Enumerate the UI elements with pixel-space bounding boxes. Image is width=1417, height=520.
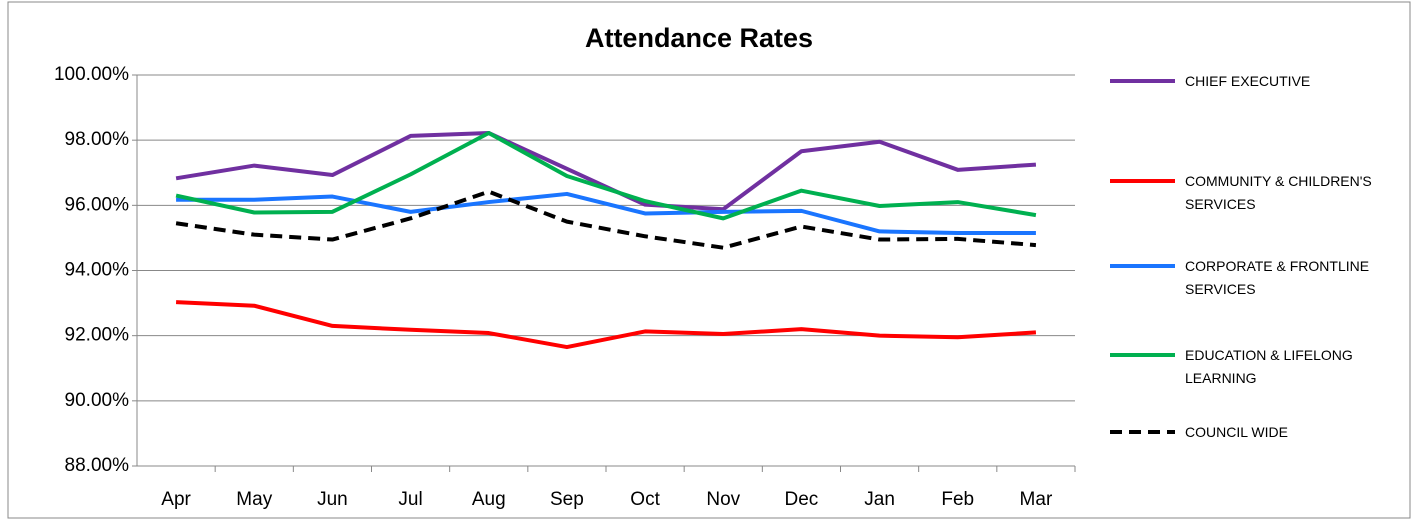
y-tick-label: 90.00% <box>65 390 130 411</box>
series-line <box>175 300 1037 350</box>
y-tick-label: 98.00% <box>65 129 130 150</box>
legend-label: CHIEF EXECUTIVE <box>1185 72 1311 89</box>
legend-label: COMMUNITY & CHILDREN'S SERVICES <box>1185 172 1372 212</box>
x-tick-label: Sep <box>550 489 584 510</box>
chart-title: Attendance Rates <box>585 23 813 53</box>
x-tick-label: Jan <box>864 489 895 510</box>
series-line <box>175 189 1037 250</box>
legend-label: COUNCIL WIDE <box>1185 423 1288 440</box>
y-tick-label: 100.00% <box>54 64 129 85</box>
legend-label: CORPORATE & FRONTLINE SERVICES <box>1185 257 1370 297</box>
x-tick-label: Oct <box>630 489 660 510</box>
chart-border <box>7 1 1411 519</box>
x-tick-label: Mar <box>1020 489 1053 510</box>
x-tick-label: May <box>236 489 272 510</box>
y-tick-label: 88.00% <box>65 455 130 476</box>
y-tick-label: 94.00% <box>65 260 130 281</box>
x-tick-label: Apr <box>161 489 191 510</box>
series-line <box>176 191 1036 236</box>
x-tick-label: Jun <box>317 489 348 510</box>
legend-label: EDUCATION & LIFELONG LEARNING <box>1185 346 1353 386</box>
x-tick-label: Jul <box>398 489 422 510</box>
y-tick-label: 96.00% <box>65 194 130 215</box>
x-tick-label: Dec <box>785 489 819 510</box>
x-tick-label: Feb <box>941 489 974 510</box>
y-tick-label: 92.00% <box>65 325 130 346</box>
x-tick-label: Aug <box>472 489 506 510</box>
x-tick-label: Nov <box>706 489 740 510</box>
series-line <box>175 130 1037 221</box>
